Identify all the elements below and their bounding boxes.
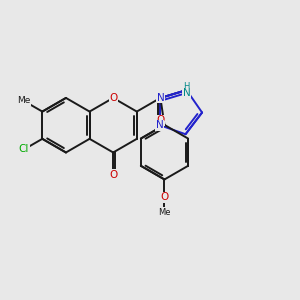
Text: N: N bbox=[183, 88, 190, 98]
Text: O: O bbox=[109, 170, 117, 180]
Text: Cl: Cl bbox=[19, 145, 29, 154]
Text: Me: Me bbox=[158, 208, 171, 217]
Text: N: N bbox=[156, 120, 164, 130]
Text: O: O bbox=[160, 192, 169, 202]
Text: N: N bbox=[157, 93, 164, 103]
Text: O: O bbox=[156, 115, 164, 125]
Text: Me: Me bbox=[17, 96, 31, 105]
Text: H: H bbox=[183, 82, 190, 91]
Text: O: O bbox=[109, 93, 117, 103]
